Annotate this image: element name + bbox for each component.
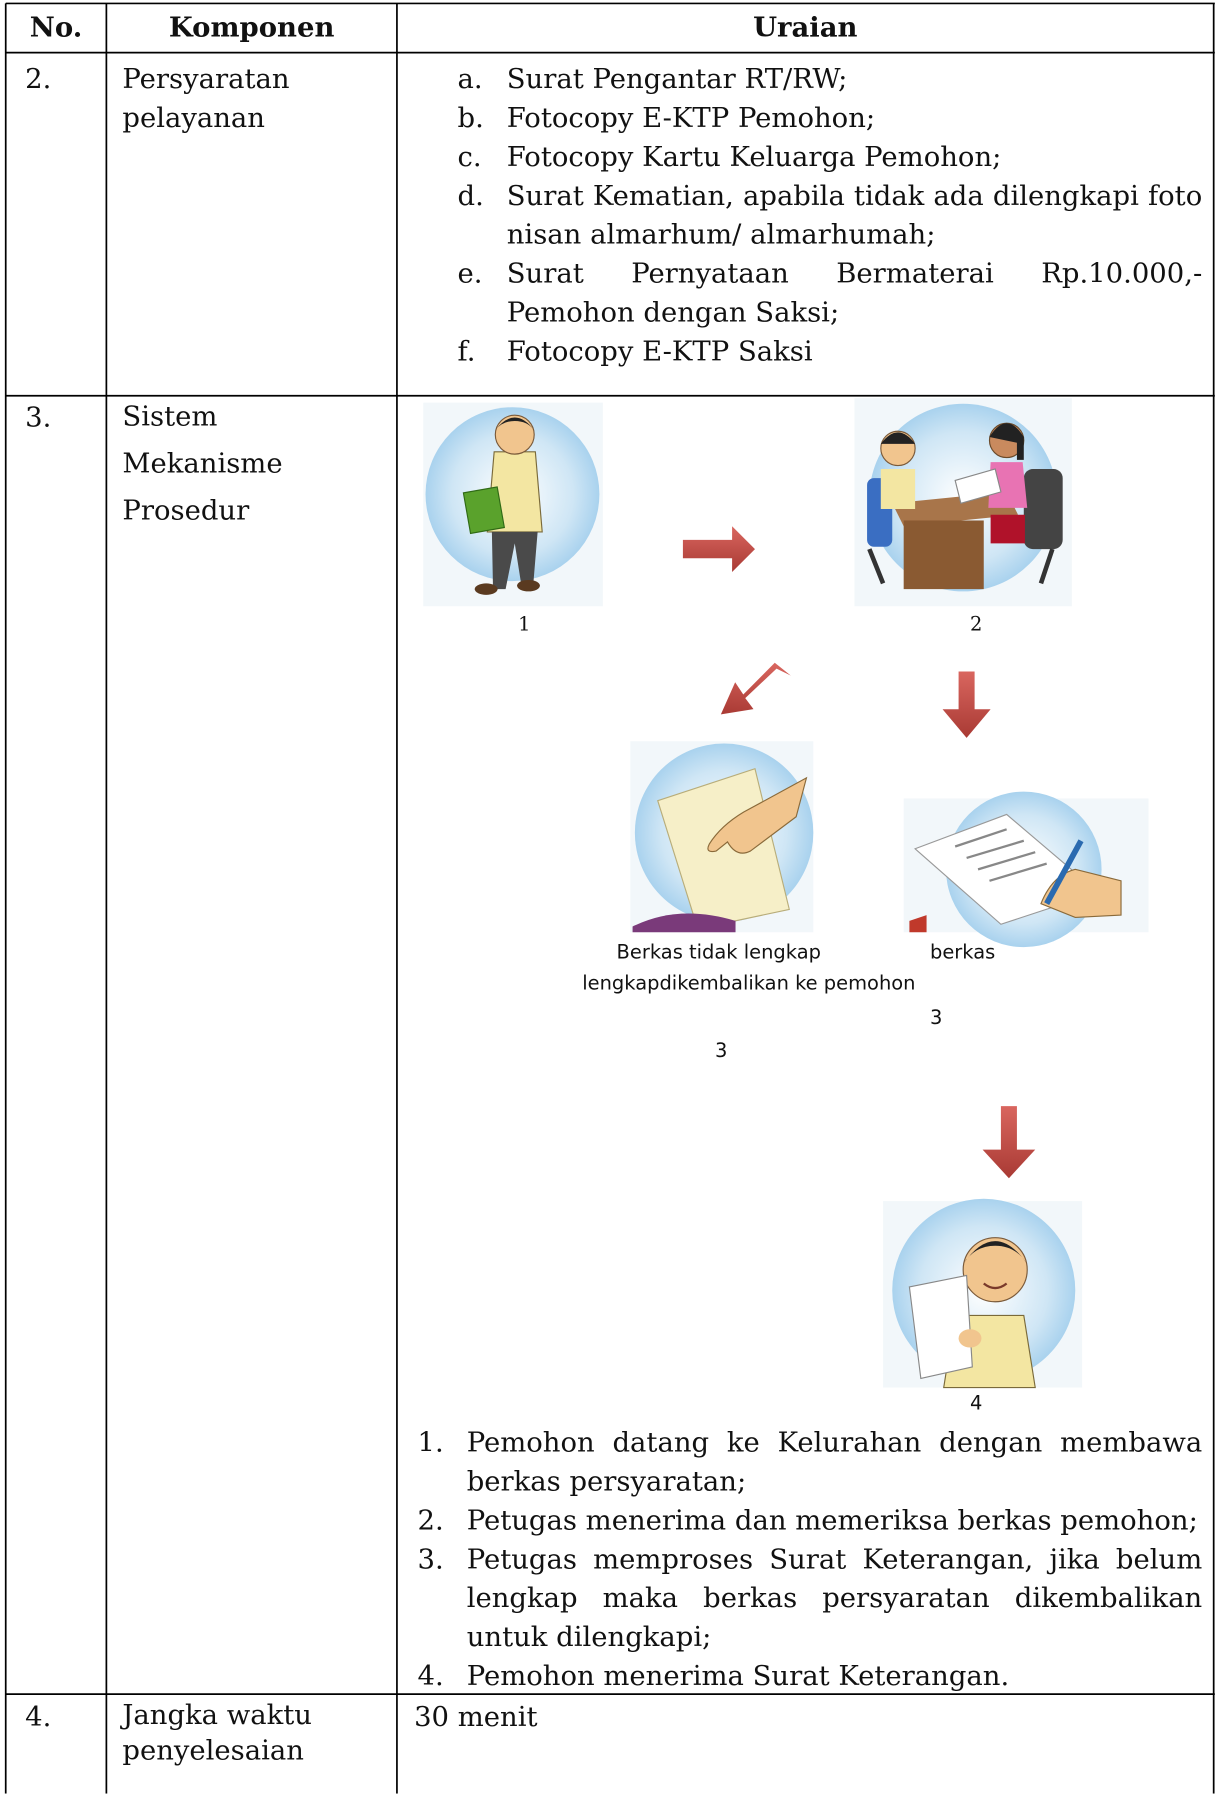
list-item: e. Surat Pernyataan Bermaterai Rp.10.000,…: [458, 254, 1203, 332]
illustration-returned: [630, 741, 814, 933]
diagram-label: 3: [929, 1006, 943, 1030]
list-item: 1. Pemohon datang ke Kelurahan dengan mem…: [418, 1423, 1203, 1501]
illustration-counter: [854, 398, 1072, 607]
row-number: 2.: [25, 62, 52, 95]
item-marker: 3.: [417, 1543, 444, 1576]
item-marker: 4.: [417, 1659, 444, 1692]
diagram-label: berkas: [929, 941, 996, 965]
procedure-steps: 1. Pemohon datang ke Kelurahan dengan mem…: [418, 1423, 1203, 1695]
item-marker: 2.: [417, 1504, 444, 1537]
header-cell: Komponen: [168, 10, 335, 44]
header-cell: No.: [29, 10, 83, 44]
item-marker: b.: [457, 101, 484, 134]
arrow: [682, 526, 755, 572]
illustration-applicant: [423, 402, 603, 607]
item-text: Fotocopy Kartu Keluarga Pemohon;: [506, 140, 1002, 173]
arrow: [982, 1106, 1036, 1179]
illustration-processing: [903, 791, 1149, 948]
item-text: Fotocopy E-KTP Pemohon;: [506, 101, 876, 134]
list-item: 4. Pemohon menerima Surat Keterangan.: [418, 1656, 1203, 1695]
item-text: Petugas menerima dan memeriksa berkas pe…: [466, 1504, 1198, 1537]
item-text: Surat Kematian, apabila tidak ada dileng…: [506, 179, 1203, 251]
item-text: Pemohon datang ke Kelurahan dengan memba…: [466, 1426, 1203, 1498]
list-item: a. Surat Pengantar RT/RW;: [458, 59, 1203, 98]
row-number: 4.: [25, 1700, 52, 1734]
requirements-list: a. Surat Pengantar RT/RW; b. Fotocopy E-KTP…: [458, 59, 1203, 370]
item-text: Surat Pernyataan Bermaterai Rp.10.000,- …: [506, 257, 1203, 329]
illustration-receiving: [883, 1198, 1083, 1389]
diagram-label: 4: [970, 1392, 983, 1416]
component: Persyaratan pelayanan: [122, 62, 290, 134]
list-item: d. Surat Kematian, apabila tidak ada dile…: [458, 176, 1203, 254]
component: Jangka waktu penyelesaian: [122, 1698, 312, 1767]
item-text: Pemohon menerima Surat Keterangan.: [466, 1659, 1010, 1692]
header-cell: Uraian: [753, 10, 858, 44]
diagram-label: 2: [970, 613, 983, 637]
diagram-label: lengkapdikembalikan ke pemohon: [582, 972, 916, 996]
item-marker: 1.: [417, 1426, 444, 1459]
diagram-label: 3: [714, 1039, 728, 1063]
list-item: b. Fotocopy E-KTP Pemohon;: [458, 98, 1203, 137]
item-marker: d.: [457, 179, 484, 212]
list-item: 2. Petugas menerima dan memeriksa berkas …: [418, 1501, 1203, 1540]
item-marker: c.: [457, 140, 482, 173]
arrow: [720, 662, 791, 715]
list-item: f. Fotocopy E-KTP Saksi: [458, 332, 1203, 371]
item-marker: e.: [457, 257, 483, 290]
item-marker: a.: [457, 62, 483, 95]
row-number: 3.: [25, 401, 52, 434]
item-text: Surat Pengantar RT/RW;: [506, 62, 848, 95]
table-borders: [4, 2, 1215, 1794]
item-marker: f.: [457, 335, 476, 368]
diagram-label: Berkas tidak lengkap: [616, 941, 821, 965]
item-text: Fotocopy E-KTP Saksi: [506, 335, 813, 368]
list-item: c. Fotocopy Kartu Keluarga Pemohon;: [458, 137, 1203, 176]
item-text: Petugas memproses Surat Keterangan, jika…: [466, 1543, 1203, 1653]
list-item: 3. Petugas memproses Surat Keterangan, ji…: [418, 1540, 1203, 1657]
arrow: [942, 671, 991, 738]
component: Sistem Mekanisme Prosedur: [122, 400, 283, 527]
diagram-label: 1: [518, 613, 531, 637]
duration: 30 menit: [414, 1700, 538, 1734]
